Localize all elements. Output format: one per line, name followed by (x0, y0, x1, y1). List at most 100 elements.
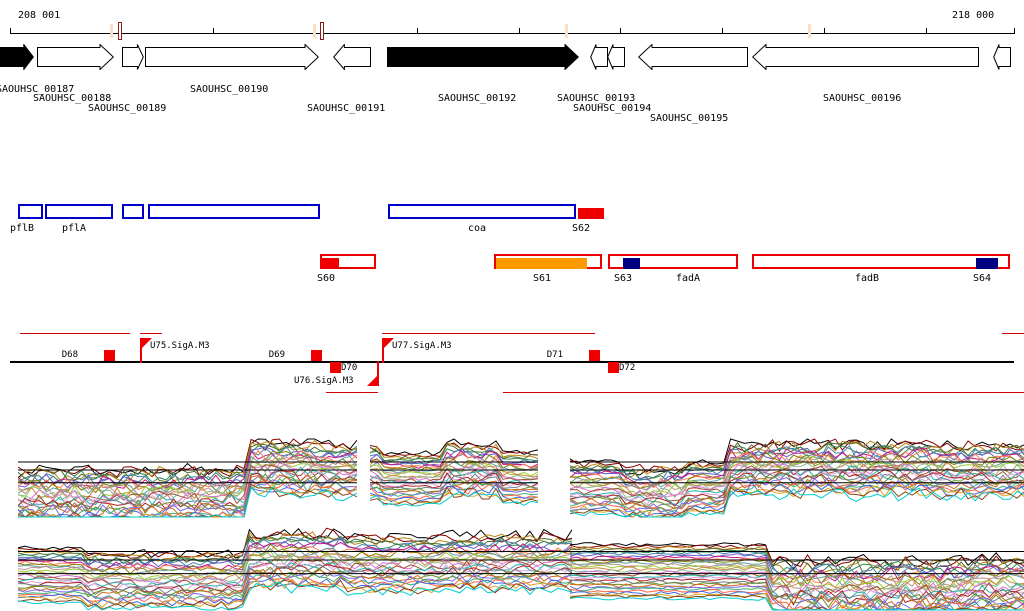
terminator-flag-d69[interactable] (311, 350, 322, 361)
ruler-faint-band (565, 24, 568, 38)
gene-label: SAOUHSC_00194 (573, 103, 652, 114)
feature-label: S63 (614, 273, 633, 284)
terminator-label: D71 (546, 350, 563, 360)
operon-box-coa[interactable] (388, 204, 604, 219)
segment-box-fadA[interactable] (608, 254, 738, 269)
segment-box-S61[interactable] (494, 254, 602, 269)
gene-label: SAOUHSC_00192 (438, 93, 517, 104)
ruler-end-label: 218 000 (952, 10, 995, 21)
transcript-line-below (326, 392, 378, 393)
feature-segment-s61[interactable] (496, 258, 587, 269)
feature-label: S60 (317, 273, 336, 284)
terminator-flag-d71[interactable] (589, 350, 600, 361)
expr-panel-top-left[interactable] (18, 438, 357, 518)
transcript-line-above (140, 333, 162, 334)
terminator-label: D68 (61, 350, 78, 360)
gene-arrow-saouhsc_00187[interactable] (0, 44, 34, 72)
promoter-axis-line (10, 361, 1014, 363)
ruler-tick (620, 28, 621, 34)
feature-label: fadA (676, 273, 701, 284)
transcript-line-below (503, 392, 1024, 393)
promoter-stem (140, 338, 142, 363)
gene-arrow-saouhsc_00191[interactable] (333, 44, 371, 72)
promoter-label: U75.SigA.M3 (150, 341, 210, 351)
feature-row-operons: pflB pflA coa S62 (0, 204, 1024, 238)
ruler-tick (1014, 28, 1015, 34)
coordinate-ruler: 208 001 218 000 (0, 0, 1024, 44)
gene-label: SAOUHSC_00195 (650, 113, 729, 124)
gene-arrow-saouhsc_00195[interactable] (638, 44, 748, 72)
gene-arrow-saouhsc_00194[interactable] (607, 44, 625, 72)
ruler-tick (519, 28, 520, 34)
expr-panel-top-mid[interactable] (370, 438, 538, 518)
feature-segment-s60[interactable] (322, 258, 339, 269)
terminator-label: D72 (619, 363, 636, 373)
terminator-label: D69 (268, 350, 285, 360)
ruler-tick (926, 28, 927, 34)
feature-label: pflB (10, 223, 35, 234)
feature-segment-s63[interactable] (623, 258, 640, 269)
feature-row-segments: S60 S61 S63 fadA fadB S64 (0, 254, 1024, 288)
gene-label: SAOUHSC_00187 (0, 84, 75, 95)
expr-panel-bottom-right[interactable] (570, 526, 1024, 611)
segment-box-S60[interactable] (320, 254, 376, 269)
transcript-line-above (1002, 333, 1024, 334)
gene-label: SAOUHSC_00189 (88, 103, 167, 114)
ruler-marker-band (118, 22, 122, 40)
operon-box-pflB[interactable] (18, 204, 43, 219)
promoter-label: U77.SigA.M3 (392, 341, 452, 351)
gene-arrow-saouhsc_00190[interactable] (145, 44, 319, 72)
terminator-flag-d72[interactable] (608, 362, 619, 373)
gene-arrow-saouhsc_00189[interactable] (122, 44, 144, 72)
transcript-line-above (20, 333, 130, 334)
operon-box[interactable] (148, 204, 320, 219)
transcript-line-above (382, 333, 595, 334)
promoter-arrow-icon (384, 338, 394, 348)
ruler-faint-band (313, 24, 316, 38)
feature-label: S64 (973, 273, 992, 284)
terminator-label: D70 (341, 363, 358, 373)
gene-label: SAOUHSC_00188 (33, 93, 112, 104)
ruler-faint-band (110, 24, 113, 38)
gene-arrow-saouhsc_00196[interactable] (752, 44, 979, 72)
feature-label: S62 (572, 223, 591, 234)
promoter-arrow-icon (367, 376, 377, 386)
operon-box[interactable] (122, 204, 144, 219)
feature-label: pflA (62, 223, 87, 234)
ruler-faint-band (808, 24, 811, 38)
terminator-flag-d68[interactable] (104, 350, 115, 361)
ruler-start-label: 208 001 (18, 10, 61, 21)
ruler-axis-line (10, 33, 1014, 34)
ruler-tick (10, 28, 11, 34)
gene-arrow-saouhsc_00188[interactable] (37, 44, 114, 72)
gene-arrow-saouhsc_00192[interactable] (387, 44, 579, 72)
ruler-tick (213, 28, 214, 34)
operon-box-pflA[interactable] (45, 204, 113, 219)
terminator-flag-d70[interactable] (330, 362, 341, 373)
feature-label: coa (468, 223, 487, 234)
gene-label: SAOUHSC_00196 (823, 93, 902, 104)
expr-panel-bottom-left[interactable] (18, 526, 572, 611)
promoter-stem (377, 361, 379, 386)
expr-panel-top-right[interactable] (570, 438, 1024, 518)
ruler-tick (417, 28, 418, 34)
feature-segment-s64[interactable] (976, 258, 998, 269)
ruler-tick (824, 28, 825, 34)
gene-label: SAOUHSC_00191 (307, 103, 386, 114)
promoter-stem (382, 338, 384, 363)
segment-box-fadB[interactable] (752, 254, 1010, 269)
promoter-arrow-icon (142, 338, 152, 348)
feature-label: S61 (533, 273, 552, 284)
promoter-label: U76.SigA.M3 (294, 376, 354, 386)
gene-label: SAOUHSC_00190 (190, 84, 269, 95)
gene-label: SAOUHSC_00193 (557, 93, 636, 104)
gene-arrow-saouhsc_00197[interactable] (993, 44, 1011, 72)
feature-track: pflB pflA coa S62 S60 S61 S63 fadA fadB S64 (0, 190, 1024, 290)
feature-segment-s62[interactable] (578, 208, 604, 219)
ruler-marker-band (320, 22, 324, 40)
gene-arrow-saouhsc_00193[interactable] (590, 44, 608, 72)
ruler-tick (722, 28, 723, 34)
promoter-terminator-track: D68 D69 D70 D71 D72 U75.SigA.M3 U76.SigA.M3 U77… (0, 320, 1024, 405)
gene-annotation-track: SAOUHSC_00187 SAOUHSC_00188 SAOUHSC_00189 S… (0, 44, 1024, 130)
expression-profile-area (0, 438, 1024, 611)
